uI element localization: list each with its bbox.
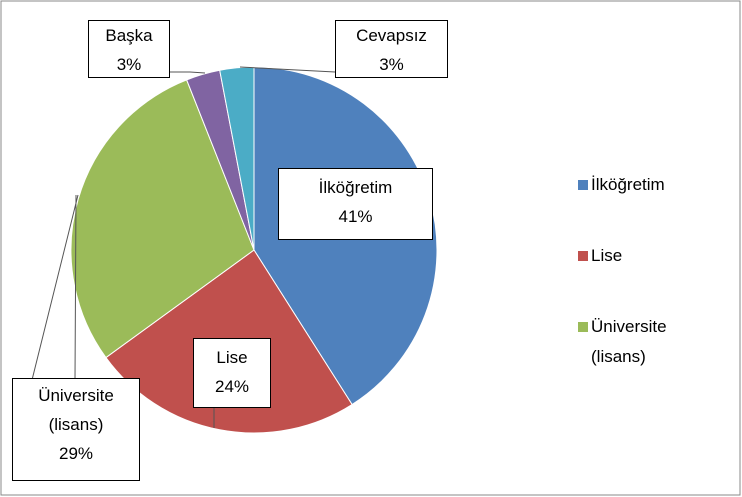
data-label: İlköğretim 41% [278,168,433,240]
data-label-category: Cevapsız [356,26,427,45]
data-label-category: Üniversite (lisans) [38,386,114,434]
data-label-value: 24% [214,377,250,396]
pie-slice [70,79,255,359]
legend-swatch [578,180,588,190]
data-label: Üniversite (lisans) 29% [12,378,140,481]
data-label-value: 41% [338,207,373,226]
data-label: Başka 3% [88,20,170,78]
leader-line [31,194,79,381]
legend-label: İlköğretim [591,175,665,194]
legend-swatch [578,322,588,332]
data-label-category: İlköğretim [318,178,393,197]
data-label: Cevapsız 3% [335,20,448,78]
data-label-value: 3% [379,55,404,74]
data-label: Lise 24% [193,338,271,408]
legend-label: Lise [591,246,623,265]
leader-line [170,71,206,74]
pie-slice [219,66,255,251]
leader-line [239,66,336,73]
legend-swatch [578,251,588,261]
data-label-value: 29% [58,444,94,463]
data-label-category: Başka [105,26,153,45]
legend-label: Üniversite (lisans) [591,317,667,366]
data-label-value: 3% [116,55,142,74]
data-label-category: Lise [216,348,248,367]
